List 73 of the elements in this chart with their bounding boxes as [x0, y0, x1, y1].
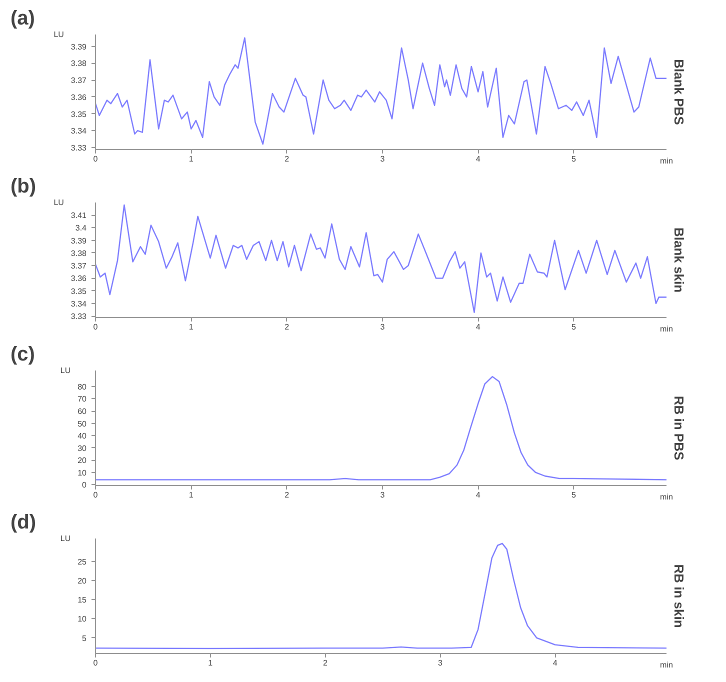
x-tick-label: 0 — [93, 322, 98, 332]
x-tick-label: 0 — [93, 490, 98, 500]
x-tick-label: 3 — [380, 490, 386, 500]
y-tick-label: 3.41 — [70, 211, 88, 220]
y-tick-label: 3.38 — [70, 248, 88, 258]
text: RB in skin — [672, 564, 686, 628]
y-tick-label: 3.36 — [70, 274, 88, 284]
text: Blank skin — [672, 227, 686, 293]
y-axis-title: LU — [60, 366, 71, 375]
y-axis-title: LU — [54, 198, 64, 207]
x-tick-label: 1 — [188, 322, 194, 332]
y-tick-label: 3.37 — [70, 262, 88, 271]
chart-title: (c) — [10, 344, 35, 366]
x-tick-label: 2 — [323, 658, 328, 668]
line-series — [96, 37, 666, 145]
x-tick-label: 2 — [284, 490, 290, 500]
y-tick-label: 0 — [82, 480, 88, 490]
y-tick-label: 40 — [78, 432, 88, 441]
text: Blank PBS — [672, 59, 686, 126]
x-tick-label: 4 — [476, 322, 481, 332]
y-tick-label: 50 — [78, 419, 88, 428]
x-tick-label: 4 — [476, 490, 481, 500]
x-tick-label: 1 — [188, 490, 194, 500]
x-tick-label: 1 — [188, 154, 194, 164]
text: RB in PBS — [672, 396, 686, 460]
x-tick-label: 5 — [572, 490, 576, 500]
y-tick-label: 70 — [78, 394, 88, 404]
x-axis-title: min — [660, 156, 673, 166]
y-tick-label: 3.35 — [70, 110, 88, 119]
x-tick-label: 5 — [572, 322, 576, 332]
y-tick-label: 60 — [78, 407, 88, 416]
x-tick-label: 4 — [552, 658, 558, 668]
y-tick-label: 3.38 — [70, 59, 88, 68]
x-tick-label: 0 — [93, 658, 98, 668]
x-tick-label: 4 — [476, 154, 481, 164]
line-series — [96, 204, 666, 313]
chart-title: (b) — [10, 176, 36, 198]
y-tick-label: 15 — [78, 596, 88, 605]
y-tick-label: 3.39 — [70, 42, 88, 52]
y-tick-label: 10 — [78, 614, 88, 624]
y-axis-title: LU — [54, 30, 64, 39]
x-tick-label: 3 — [380, 322, 386, 332]
x-axis-title: min — [660, 324, 673, 334]
y-tick-label: 20 — [78, 576, 88, 586]
chart-title: (d) — [10, 512, 36, 534]
y-tick-label: 3.33 — [70, 143, 88, 152]
y-tick-label: 3.36 — [70, 92, 88, 102]
x-axis-title: min — [660, 660, 673, 670]
y-tick-label: 30 — [78, 444, 88, 453]
x-tick-label: 3 — [380, 154, 386, 164]
x-tick-label: 3 — [438, 658, 443, 668]
x-tick-label: 1 — [208, 658, 214, 668]
y-tick-label: 3.37 — [70, 76, 88, 86]
y-tick-label: 20 — [78, 456, 88, 466]
x-axis-title: min — [660, 492, 673, 502]
x-tick-label: 2 — [284, 154, 290, 164]
y-axis-title: LU — [60, 534, 71, 543]
line-series — [96, 542, 666, 650]
y-tick-label: 25 — [78, 557, 88, 566]
y-tick-label: 10 — [78, 468, 88, 478]
y-tick-label: 3.34 — [70, 299, 88, 308]
y-tick-label: 3.34 — [70, 126, 88, 136]
y-tick-label: 3.33 — [70, 312, 88, 322]
y-tick-label: 5 — [82, 634, 88, 643]
y-tick-label: 3.4 — [75, 224, 88, 233]
y-tick-label: 80 — [78, 382, 88, 392]
chart-title: (a) — [10, 8, 35, 30]
line-series — [96, 376, 666, 480]
x-tick-label: 0 — [93, 154, 98, 164]
y-tick-label: 3.35 — [70, 286, 88, 296]
x-tick-label: 2 — [284, 322, 290, 332]
x-tick-label: 5 — [572, 154, 576, 164]
y-tick-label: 3.39 — [70, 236, 88, 246]
